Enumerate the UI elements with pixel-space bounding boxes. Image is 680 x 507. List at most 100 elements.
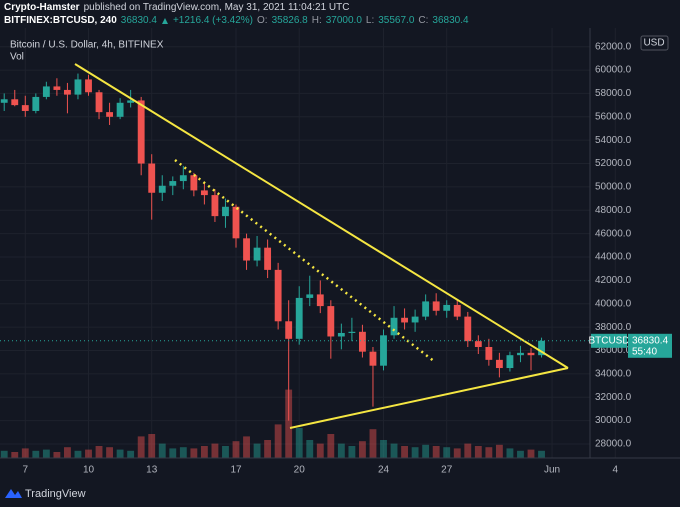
trendline <box>289 367 569 429</box>
candle-body <box>295 297 303 339</box>
y-tick-label: 58000.0 <box>595 88 632 99</box>
volume-bar <box>264 440 272 458</box>
y-tick-label: 44000.0 <box>595 252 632 263</box>
candle-body <box>316 294 324 307</box>
candle-body <box>453 304 461 317</box>
volume-bar <box>243 436 250 458</box>
y-tick-label: 42000.0 <box>595 275 632 286</box>
volume-bar <box>42 449 50 458</box>
volume-bar <box>85 449 92 458</box>
candle-body <box>517 352 524 356</box>
volume-bar <box>200 446 208 458</box>
ohlc-value: 35567.0 <box>378 15 415 26</box>
candle-body <box>443 304 451 311</box>
candle-body <box>474 341 482 347</box>
x-tick-label: 4 <box>613 465 619 476</box>
volume-bar <box>348 446 356 458</box>
y-tick-label: 52000.0 <box>595 158 632 169</box>
ohlc-label: L: <box>365 15 375 26</box>
up-arrow <box>161 17 168 24</box>
volume-bar <box>495 444 503 458</box>
y-tick-label: 32000.0 <box>595 392 632 403</box>
volume-bar <box>169 448 177 458</box>
volume-bar <box>295 428 303 458</box>
candle-body <box>222 206 229 217</box>
candle-body <box>327 306 335 337</box>
candle-body <box>106 112 113 117</box>
candle-body <box>306 294 314 298</box>
volume-bar <box>253 443 261 458</box>
symbol: BITFINEX:BTCUSD, 240 <box>4 15 117 26</box>
published: published on TradingView.com, May 31, 20… <box>83 2 350 13</box>
symbol-line: BITFINEX:BTCUSD, 240 36830.4 +1216.4 (+3… <box>4 15 469 26</box>
chart-title: Bitcoin / U.S. Dollar, 4h, BITFINEX <box>10 40 164 51</box>
candle-body <box>274 269 282 322</box>
volume-bar <box>32 450 40 458</box>
volume-bar <box>179 447 187 458</box>
x-tick-label: 27 <box>441 465 453 476</box>
y-tick-label: 38000.0 <box>595 322 632 333</box>
candle-body <box>432 301 440 311</box>
candle-body <box>0 99 8 103</box>
volume-bar <box>411 447 419 458</box>
candle-body <box>369 351 377 366</box>
y-tick-label: 50000.0 <box>595 182 632 193</box>
candle-body <box>527 352 535 356</box>
ohlc-value: 36830.4 <box>432 15 469 26</box>
countdown: 55:40 <box>632 346 657 357</box>
candle-body <box>42 86 50 97</box>
volume-bar <box>274 424 282 458</box>
candle-body <box>127 100 135 103</box>
ohlc-value: 35826.8 <box>271 15 308 26</box>
volume-bar <box>53 452 61 458</box>
volume-bar <box>127 450 135 458</box>
volume-bar <box>158 443 166 458</box>
volume-bar <box>21 448 29 458</box>
ohlc-label: H: <box>311 15 322 26</box>
volume-bar <box>148 434 156 458</box>
y-tick-label: 54000.0 <box>595 135 632 146</box>
volume-bar <box>316 443 324 458</box>
candle-body <box>137 100 145 164</box>
volume-bar <box>453 448 461 458</box>
x-tick-label: 20 <box>294 465 306 476</box>
volume-bar <box>0 450 8 458</box>
volume-bar <box>137 436 145 458</box>
currency-box <box>640 35 669 51</box>
ohlc-label: O: <box>257 15 268 26</box>
x-tick-label: 7 <box>23 465 29 476</box>
price-tag: 36830.4 <box>632 335 669 346</box>
volume-bar <box>527 449 535 458</box>
y-tick-label: 46000.0 <box>595 228 632 239</box>
volume-bar <box>306 440 314 458</box>
currency: USD <box>643 38 664 49</box>
grid <box>0 28 616 458</box>
volume-bar <box>285 389 293 458</box>
volume-bar <box>11 452 19 458</box>
candle-body <box>380 335 387 366</box>
ohlc-label: C: <box>418 15 429 26</box>
change: +1216.4 (+3.42%) <box>172 15 254 26</box>
volume-bar <box>380 440 387 458</box>
price-tag-box <box>628 333 672 358</box>
volume-bar <box>359 441 366 458</box>
volume-bar <box>116 449 124 458</box>
candle-body <box>464 316 472 342</box>
candle-body <box>64 89 71 95</box>
trendline <box>74 63 569 369</box>
candle-body <box>495 359 503 369</box>
volume-bar <box>506 448 514 458</box>
candle-body <box>359 331 366 352</box>
volume-bar <box>190 448 198 458</box>
candle-body <box>411 316 419 323</box>
volume-bar <box>211 443 219 458</box>
volume-bar <box>95 446 103 458</box>
candle-body <box>85 79 92 93</box>
publish-line: Crypto-Hamster published on TradingView.… <box>4 2 349 13</box>
candle-body <box>169 181 177 186</box>
volume-bar <box>74 450 82 458</box>
candle-body <box>243 238 250 261</box>
candle-body <box>116 102 124 117</box>
x-tick-label: 13 <box>146 465 158 476</box>
